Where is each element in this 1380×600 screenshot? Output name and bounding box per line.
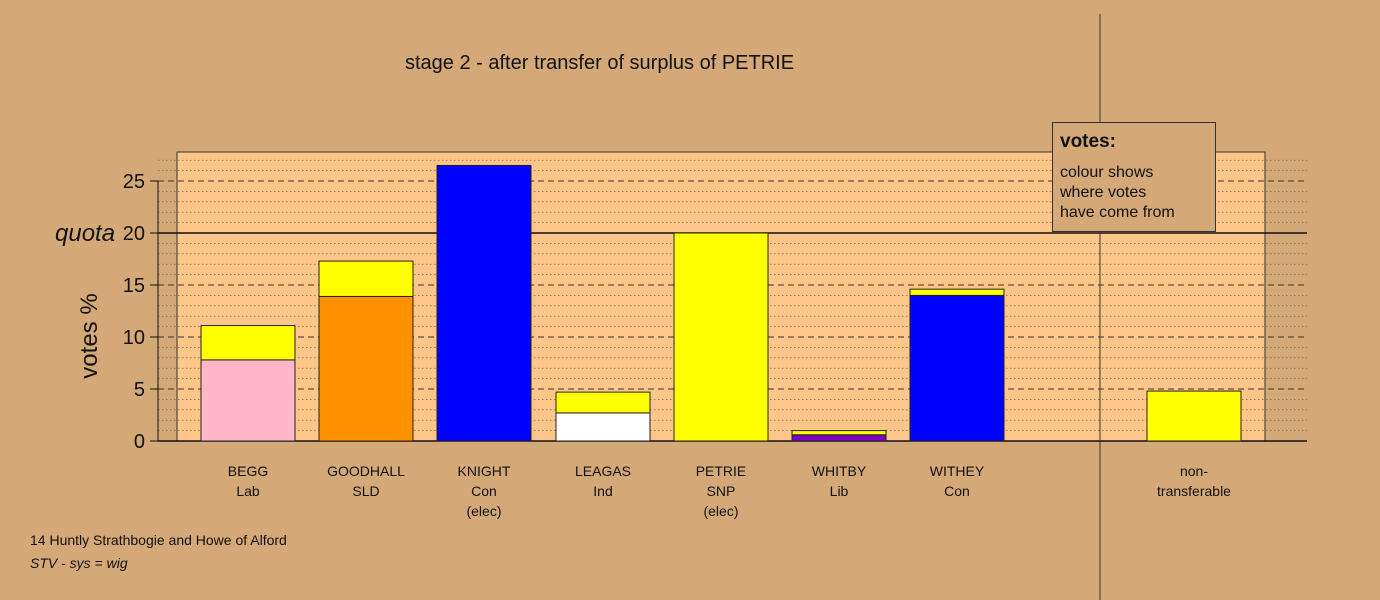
- x-tick-label: Lib: [830, 483, 849, 499]
- y-tick-label: 5: [134, 379, 145, 401]
- legend-box: votes: colour shows where votes have com…: [1052, 122, 1216, 232]
- bar-segment: [673, 232, 769, 442]
- y-tick-label: 10: [123, 327, 145, 349]
- bar-segment: [318, 260, 414, 297]
- x-axis-labels: BEGG Lab GOODHALL SLD KNIGHT Con (elec) LEAGAS I…: [228, 463, 1231, 519]
- y-tick-label: 25: [123, 171, 145, 193]
- constituency-label: 14 Huntly Strathbogie and Howe of Alford: [30, 532, 287, 548]
- x-tick-label: BEGG: [228, 463, 268, 479]
- bars: [200, 164, 1242, 442]
- x-tick-label: Con: [471, 483, 497, 499]
- y-tick-label: 20: [123, 223, 145, 245]
- x-tick-label: transferable: [1157, 483, 1231, 499]
- x-tick-label: (elec): [703, 503, 738, 519]
- x-tick-label: Con: [944, 483, 970, 499]
- legend-line: where votes: [1060, 184, 1147, 201]
- bar-segment: [909, 288, 1005, 296]
- bar-segment: [791, 434, 887, 442]
- bar-segment: [436, 164, 532, 442]
- x-tick-label: LEAGAS: [575, 463, 631, 479]
- y-tick-label: 15: [123, 275, 145, 297]
- system-label: STV - sys = wig: [30, 555, 128, 571]
- bar-segment: [1146, 390, 1242, 442]
- quota-label: quota: [55, 220, 116, 247]
- x-tick-label: WITHEY: [930, 463, 985, 479]
- x-tick-label: SNP: [707, 483, 736, 499]
- bar-segment: [200, 359, 296, 442]
- y-tick-label: 0: [134, 431, 145, 453]
- bar-segment: [200, 325, 296, 361]
- bar-segment: [555, 391, 651, 414]
- y-axis-label: votes %: [76, 293, 103, 379]
- x-tick-label: GOODHALL: [327, 463, 405, 479]
- legend-title: votes:: [1060, 131, 1116, 152]
- y-axis: 0 5 10 15 20 25: [123, 171, 159, 453]
- bar-segment: [791, 430, 887, 436]
- legend-line: colour shows: [1060, 164, 1154, 181]
- x-tick-label: non-: [1180, 463, 1208, 479]
- legend-line: have come from: [1060, 204, 1175, 221]
- bar-segment: [909, 294, 1005, 442]
- x-tick-label: PETRIE: [696, 463, 747, 479]
- x-tick-label: (elec): [466, 503, 501, 519]
- x-tick-label: Ind: [593, 483, 612, 499]
- bar-segment: [318, 295, 414, 442]
- x-tick-label: WHITBY: [812, 463, 867, 479]
- bar-segment: [555, 412, 651, 442]
- x-tick-label: SLD: [352, 483, 379, 499]
- chart-title: stage 2 - after transfer of surplus of P…: [405, 52, 795, 74]
- x-tick-label: KNIGHT: [458, 463, 511, 479]
- x-tick-label: Lab: [236, 483, 260, 499]
